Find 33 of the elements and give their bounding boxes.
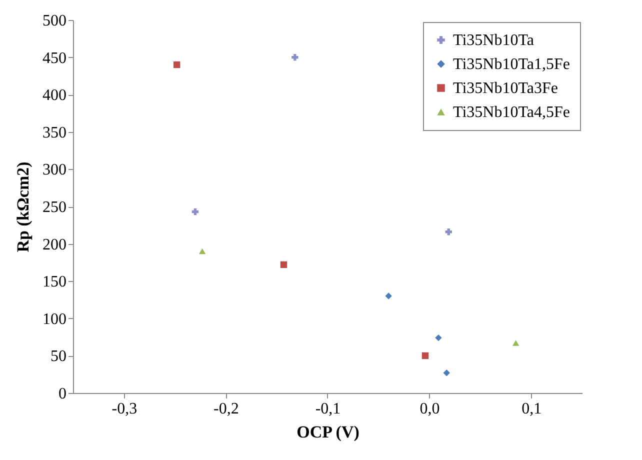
y-axis-title: Rp (kΩcm2) <box>14 162 32 252</box>
x-tick-label: 0,1 <box>522 400 542 418</box>
y-tick-label: 450 <box>42 50 66 67</box>
point <box>512 340 520 346</box>
point <box>198 248 206 254</box>
x-tick-label: -0,1 <box>315 400 341 418</box>
x-tick-label: 0,0 <box>420 400 440 418</box>
y-tick-label: 300 <box>42 162 66 179</box>
y-tick-label: 50 <box>50 348 66 366</box>
legend-label: Ti35Nb10Ta3Fe <box>453 80 558 97</box>
point <box>422 352 429 360</box>
point <box>280 261 288 268</box>
x-tick-label: -0,2 <box>214 400 239 418</box>
y-tick-label: 0 <box>58 386 66 402</box>
legend-label: Ti35Nb10Ta <box>453 32 534 49</box>
y-tick-label: 200 <box>42 236 66 254</box>
point <box>173 61 180 68</box>
y-tick-label: 350 <box>42 124 66 142</box>
point <box>445 228 452 236</box>
y-tick-label: 100 <box>42 310 66 328</box>
point <box>435 334 442 342</box>
legend-label: Ti35Nb10Ta4,5Fe <box>453 104 570 121</box>
y-tick-label: 250 <box>42 199 66 216</box>
y-tick-label: 500 <box>42 12 66 30</box>
point <box>192 208 199 216</box>
y-tick-label: 150 <box>42 274 66 291</box>
y-tick-label: 400 <box>42 87 66 104</box>
x-axis-title: OCP (V) <box>296 422 360 442</box>
point <box>385 292 392 300</box>
point <box>292 54 298 61</box>
x-tick-label: -0,3 <box>112 400 138 418</box>
legend-label: Ti35Nb10Ta1,5Fe <box>453 56 570 73</box>
point <box>443 370 450 376</box>
